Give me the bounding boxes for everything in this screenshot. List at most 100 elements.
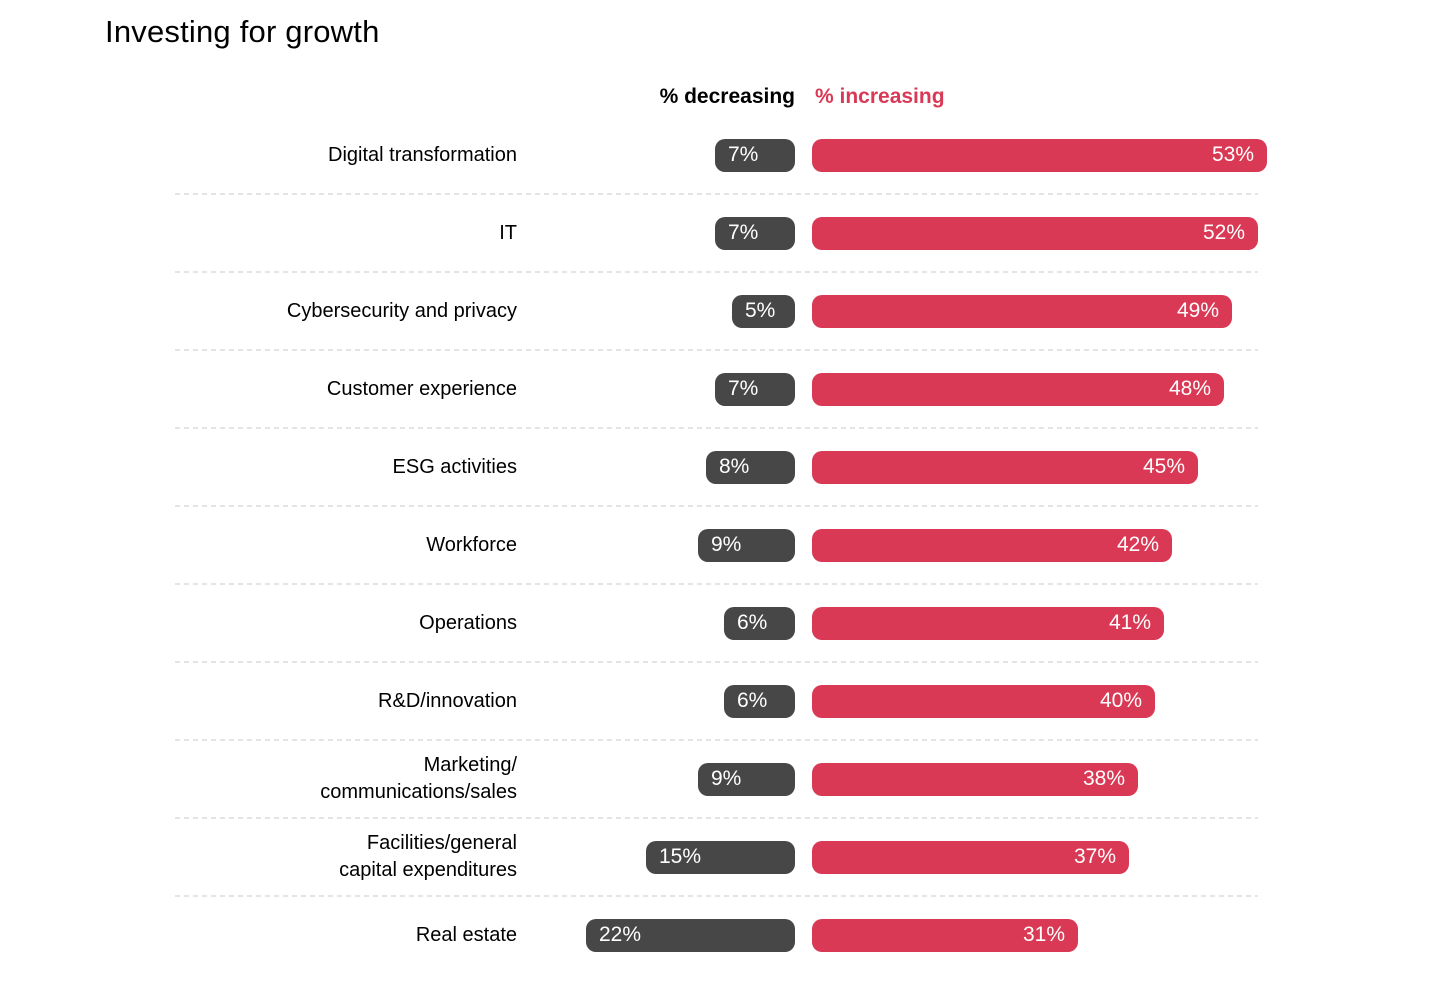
category-label: Facilities/general capital expenditures (339, 832, 517, 881)
decreasing-value: 7% (728, 377, 759, 400)
increasing-value: 37% (1073, 845, 1116, 868)
increasing-value: 38% (1082, 767, 1125, 790)
category-label: Cybersecurity and privacy (286, 299, 517, 322)
increasing-bar-zone: 40% (812, 684, 1439, 718)
decreasing-bar-zone: 7% (517, 138, 795, 172)
increasing-bar-zone: 37% (812, 840, 1439, 874)
chart-row: ESG activities 8% 45% (0, 428, 1439, 507)
increasing-bar: 45% (812, 450, 1198, 484)
increasing-bar: 40% (812, 684, 1155, 718)
increasing-value: 42% (1116, 533, 1159, 556)
decreasing-bar: 8% (706, 450, 795, 484)
chart-row: R&D/innovation 6% 40% (0, 662, 1439, 741)
row-separator (175, 349, 1258, 351)
increasing-bar-zone: 49% (812, 294, 1439, 328)
chart-row: Digital transformation 7% 53% (0, 116, 1439, 195)
decreasing-bar-zone: 15% (517, 840, 795, 874)
legend-increasing: % increasing (815, 85, 945, 108)
increasing-value: 45% (1142, 455, 1185, 478)
row-separator (175, 817, 1258, 819)
category-label: Real estate (415, 923, 517, 946)
decreasing-bar: 6% (724, 606, 795, 640)
chart-row: IT 7% 52% (0, 194, 1439, 273)
increasing-bar: 38% (812, 762, 1138, 796)
increasing-bar-zone: 52% (812, 216, 1439, 250)
increasing-bar-zone: 38% (812, 762, 1439, 796)
increasing-bar-zone: 53% (812, 138, 1439, 172)
decreasing-value: 6% (737, 611, 768, 634)
decreasing-bar-zone: 7% (517, 216, 795, 250)
increasing-bar-zone: 42% (812, 528, 1439, 562)
category-label: Customer experience (326, 377, 517, 400)
row-separator (175, 583, 1258, 585)
decreasing-bar: 5% (732, 294, 795, 328)
increasing-value: 41% (1108, 611, 1151, 634)
decreasing-value: 15% (659, 845, 702, 868)
increasing-bar: 42% (812, 528, 1172, 562)
legend-decreasing: % decreasing (659, 85, 795, 108)
increasing-value: 31% (1022, 923, 1065, 946)
row-separator (175, 739, 1258, 741)
row-separator (175, 193, 1258, 195)
category-label: Operations (419, 611, 517, 634)
decreasing-value: 9% (711, 533, 742, 556)
chart-row: Operations 6% 41% (0, 584, 1439, 663)
category-label: R&D/innovation (378, 689, 517, 712)
decreasing-value: 8% (719, 455, 750, 478)
increasing-bar: 41% (812, 606, 1164, 640)
chart-row: Customer experience 7% 48% (0, 350, 1439, 429)
increasing-bar: 53% (812, 138, 1267, 172)
decreasing-bar: 7% (715, 216, 795, 250)
decreasing-bar-zone: 6% (517, 684, 795, 718)
increasing-value: 52% (1202, 221, 1245, 244)
increasing-bar: 48% (812, 372, 1224, 406)
decreasing-bar-zone: 9% (517, 762, 795, 796)
chart-row: Facilities/general capital expenditures 1… (0, 818, 1439, 897)
chart-row: Marketing/ communications/sales 9% 38% (0, 740, 1439, 819)
chart-title: Investing for growth (105, 14, 380, 49)
decreasing-bar: 9% (698, 762, 795, 796)
increasing-bar: 52% (812, 216, 1258, 250)
decreasing-bar: 6% (724, 684, 795, 718)
row-separator (175, 505, 1258, 507)
decreasing-bar: 15% (646, 840, 795, 874)
increasing-value: 53% (1211, 143, 1254, 166)
decreasing-bar-zone: 9% (517, 528, 795, 562)
increasing-bar-zone: 48% (812, 372, 1439, 406)
increasing-bar: 31% (812, 918, 1078, 952)
category-label: IT (499, 221, 517, 244)
category-label: Digital transformation (328, 143, 517, 166)
decreasing-bar-zone: 6% (517, 606, 795, 640)
increasing-value: 48% (1168, 377, 1211, 400)
increasing-value: 49% (1176, 299, 1219, 322)
decreasing-bar-zone: 22% (517, 918, 795, 952)
decreasing-value: 7% (728, 143, 759, 166)
chart-row: Real estate 22% 31% (0, 896, 1439, 974)
chart-rows: Digital transformation 7% 53% IT 7% 52% Cybers… (0, 116, 1439, 974)
increasing-bar: 37% (812, 840, 1129, 874)
decreasing-value: 6% (737, 689, 768, 712)
category-label: Workforce (426, 533, 517, 556)
row-separator (175, 271, 1258, 273)
increasing-bar-zone: 45% (812, 450, 1439, 484)
category-label: ESG activities (392, 455, 517, 478)
decreasing-value: 7% (728, 221, 759, 244)
decreasing-value: 22% (599, 923, 642, 946)
decreasing-bar: 9% (698, 528, 795, 562)
decreasing-bar: 22% (586, 918, 795, 952)
row-separator (175, 661, 1258, 663)
decreasing-bar-zone: 8% (517, 450, 795, 484)
decreasing-value: 5% (745, 299, 776, 322)
chart-row: Cybersecurity and privacy 5% 49% (0, 272, 1439, 351)
increasing-bar-zone: 41% (812, 606, 1439, 640)
decreasing-bar: 7% (715, 138, 795, 172)
increasing-bar-zone: 31% (812, 918, 1439, 952)
increasing-value: 40% (1099, 689, 1142, 712)
row-separator (175, 895, 1258, 897)
row-separator (175, 427, 1258, 429)
decreasing-bar-zone: 7% (517, 372, 795, 406)
increasing-bar: 49% (812, 294, 1232, 328)
category-label: Marketing/ communications/sales (320, 754, 517, 803)
chart-row: Workforce 9% 42% (0, 506, 1439, 585)
